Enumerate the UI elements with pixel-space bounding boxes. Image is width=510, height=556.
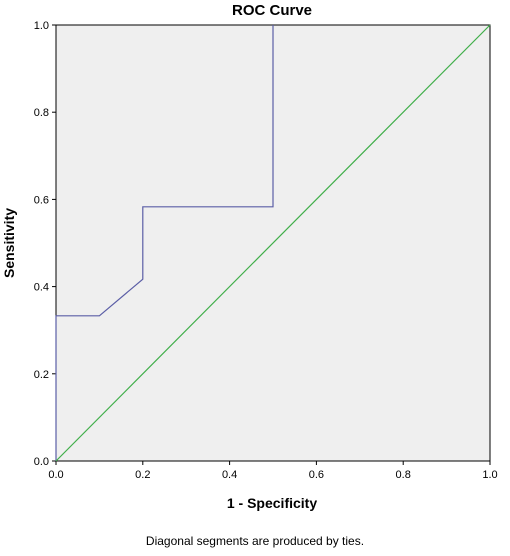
x-tick-label: 0.8 — [396, 469, 411, 481]
x-tick-label: 1.0 — [482, 469, 497, 481]
x-axis-ticks: 0.0 0.2 0.4 0.6 0.8 1.0 — [48, 461, 498, 481]
y-tick-label: 0.8 — [34, 107, 49, 119]
x-tick-label: 0.6 — [309, 469, 324, 481]
roc-curve-line — [55, 25, 274, 461]
reference-diagonal-line — [55, 24, 491, 462]
x-tick-label: 0.4 — [222, 469, 237, 481]
y-tick-label: 0.2 — [34, 369, 49, 381]
chart-footnote: Diagonal segments are produced by ties. — [146, 534, 364, 548]
y-tick-label: 0.0 — [34, 456, 49, 468]
y-axis-title: Sensitivity — [1, 208, 17, 278]
x-tick-label: 0.0 — [48, 469, 63, 481]
y-tick-label: 0.6 — [34, 194, 49, 206]
x-tick-label: 0.2 — [135, 469, 150, 481]
y-tick-label: 1.0 — [34, 20, 49, 32]
y-tick-label: 0.4 — [34, 282, 49, 294]
chart-title: ROC Curve — [232, 2, 312, 19]
series-layer — [55, 24, 491, 462]
x-axis-title: 1 - Specificity — [227, 495, 317, 511]
y-axis-ticks: 0.0 0.2 0.4 0.6 0.8 1.0 — [34, 20, 56, 468]
